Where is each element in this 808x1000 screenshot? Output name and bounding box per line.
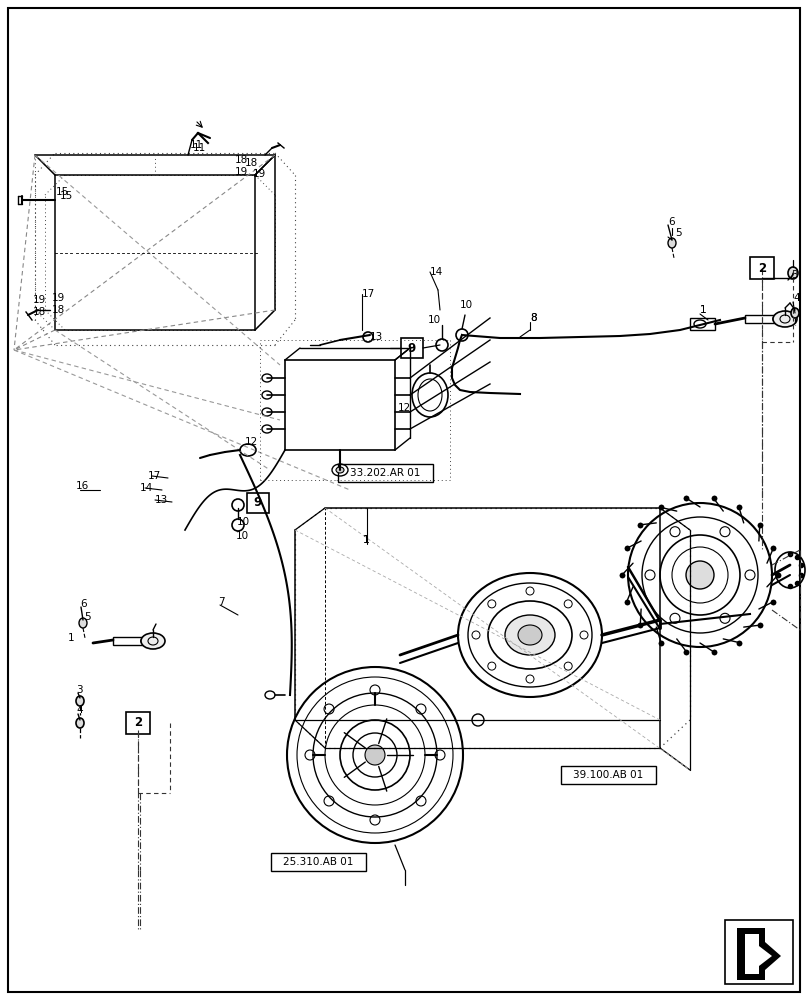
Ellipse shape bbox=[79, 618, 87, 628]
Bar bbox=[750, 257, 774, 279]
Polygon shape bbox=[745, 934, 772, 974]
Text: 8: 8 bbox=[530, 313, 537, 323]
Text: 2: 2 bbox=[758, 261, 766, 274]
Ellipse shape bbox=[791, 308, 799, 318]
Text: 4: 4 bbox=[76, 705, 82, 715]
Ellipse shape bbox=[141, 633, 165, 649]
Text: 33.202.AR 01: 33.202.AR 01 bbox=[350, 468, 420, 478]
Ellipse shape bbox=[365, 745, 385, 765]
Text: 19: 19 bbox=[33, 295, 46, 305]
Bar bbox=[401, 338, 423, 358]
Text: 5: 5 bbox=[675, 228, 682, 238]
Ellipse shape bbox=[788, 267, 798, 279]
Text: 6: 6 bbox=[668, 217, 675, 227]
Bar bbox=[725, 920, 793, 984]
Text: 10: 10 bbox=[460, 300, 473, 310]
Ellipse shape bbox=[76, 696, 84, 706]
Text: 15: 15 bbox=[56, 187, 69, 197]
Ellipse shape bbox=[458, 573, 602, 697]
Text: 13: 13 bbox=[155, 495, 168, 505]
Text: 39.100.AB 01: 39.100.AB 01 bbox=[573, 770, 643, 780]
Text: 3: 3 bbox=[76, 685, 82, 695]
Bar bbox=[745, 315, 775, 323]
Text: 6: 6 bbox=[80, 599, 86, 609]
Text: 2: 2 bbox=[134, 716, 142, 730]
Text: 19: 19 bbox=[52, 293, 65, 303]
Text: 1: 1 bbox=[700, 305, 707, 315]
Ellipse shape bbox=[518, 625, 542, 645]
Text: 8: 8 bbox=[530, 313, 537, 323]
Text: 19: 19 bbox=[253, 169, 267, 179]
Ellipse shape bbox=[76, 718, 84, 728]
Text: 15: 15 bbox=[60, 191, 74, 201]
Bar bbox=[561, 766, 655, 784]
Text: 11: 11 bbox=[190, 140, 204, 150]
Text: 9: 9 bbox=[408, 342, 416, 355]
Text: 12: 12 bbox=[398, 403, 411, 413]
Bar bbox=[126, 712, 150, 734]
Text: 7: 7 bbox=[218, 597, 225, 607]
Bar bbox=[247, 493, 269, 513]
Text: 18: 18 bbox=[33, 307, 46, 317]
Text: 13: 13 bbox=[370, 332, 383, 342]
Text: 1: 1 bbox=[68, 633, 74, 643]
Text: 10: 10 bbox=[428, 315, 441, 325]
Ellipse shape bbox=[686, 561, 714, 589]
Bar bbox=[690, 318, 715, 330]
Text: 5: 5 bbox=[84, 612, 90, 622]
Bar bbox=[338, 464, 432, 482]
Text: 17: 17 bbox=[148, 471, 162, 481]
Text: 9: 9 bbox=[254, 496, 262, 510]
Ellipse shape bbox=[773, 311, 797, 327]
Text: 14: 14 bbox=[430, 267, 444, 277]
Ellipse shape bbox=[336, 467, 344, 473]
Text: 10: 10 bbox=[236, 531, 249, 541]
Bar bbox=[271, 853, 365, 871]
Text: 4: 4 bbox=[793, 293, 800, 303]
Text: 14: 14 bbox=[140, 483, 154, 493]
Text: 17: 17 bbox=[362, 289, 375, 299]
Text: 10: 10 bbox=[237, 517, 250, 527]
Text: 12: 12 bbox=[245, 437, 259, 447]
Ellipse shape bbox=[505, 615, 555, 655]
Polygon shape bbox=[737, 928, 781, 980]
Text: 18: 18 bbox=[245, 158, 259, 168]
Text: 18: 18 bbox=[52, 305, 65, 315]
Bar bbox=[113, 637, 143, 645]
Ellipse shape bbox=[668, 238, 676, 248]
Text: 25.310.AB 01: 25.310.AB 01 bbox=[283, 857, 353, 867]
Text: 18: 18 bbox=[235, 155, 248, 165]
Text: 19: 19 bbox=[235, 167, 248, 177]
Text: 3: 3 bbox=[791, 270, 797, 280]
Text: 16: 16 bbox=[76, 481, 89, 491]
Text: 1: 1 bbox=[363, 535, 369, 545]
Text: 11: 11 bbox=[193, 143, 206, 153]
Text: 1: 1 bbox=[363, 535, 369, 545]
Text: 1: 1 bbox=[700, 305, 707, 315]
